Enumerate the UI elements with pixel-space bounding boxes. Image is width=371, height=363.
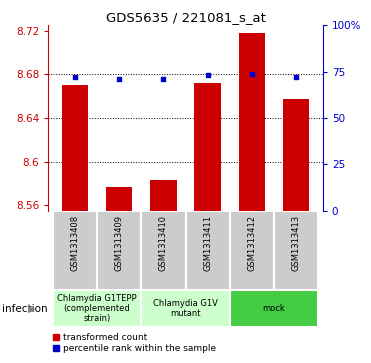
- Text: GSM1313410: GSM1313410: [159, 215, 168, 270]
- Bar: [186, 211, 230, 290]
- Point: [205, 73, 211, 78]
- Bar: [150, 180, 177, 211]
- Bar: [230, 211, 274, 290]
- Legend: transformed count, percentile rank within the sample: transformed count, percentile rank withi…: [49, 330, 219, 357]
- Title: GDS5635 / 221081_s_at: GDS5635 / 221081_s_at: [106, 11, 265, 24]
- Text: ▶: ▶: [28, 303, 35, 314]
- Bar: [97, 211, 141, 290]
- Text: GSM1313411: GSM1313411: [203, 215, 212, 270]
- Bar: [274, 211, 318, 290]
- Bar: [194, 83, 221, 211]
- Text: GSM1313409: GSM1313409: [115, 215, 124, 270]
- Point: [249, 71, 255, 77]
- Bar: [239, 33, 265, 211]
- Bar: [230, 290, 318, 327]
- Bar: [141, 290, 230, 327]
- Bar: [283, 99, 309, 211]
- Point: [72, 74, 78, 80]
- Text: mock: mock: [263, 304, 285, 313]
- Point: [293, 74, 299, 80]
- Text: infection: infection: [2, 303, 47, 314]
- Text: Chlamydia G1V
mutant: Chlamydia G1V mutant: [153, 299, 218, 318]
- Bar: [62, 85, 88, 211]
- Text: GSM1313413: GSM1313413: [292, 215, 301, 271]
- Text: GSM1313412: GSM1313412: [247, 215, 256, 270]
- Bar: [141, 211, 186, 290]
- Bar: [53, 290, 141, 327]
- Text: Chlamydia G1TEPP
(complemented
strain): Chlamydia G1TEPP (complemented strain): [57, 294, 137, 323]
- Text: GSM1313408: GSM1313408: [70, 215, 79, 271]
- Bar: [53, 211, 97, 290]
- Point: [160, 76, 166, 82]
- Point: [116, 76, 122, 82]
- Bar: [106, 187, 132, 211]
